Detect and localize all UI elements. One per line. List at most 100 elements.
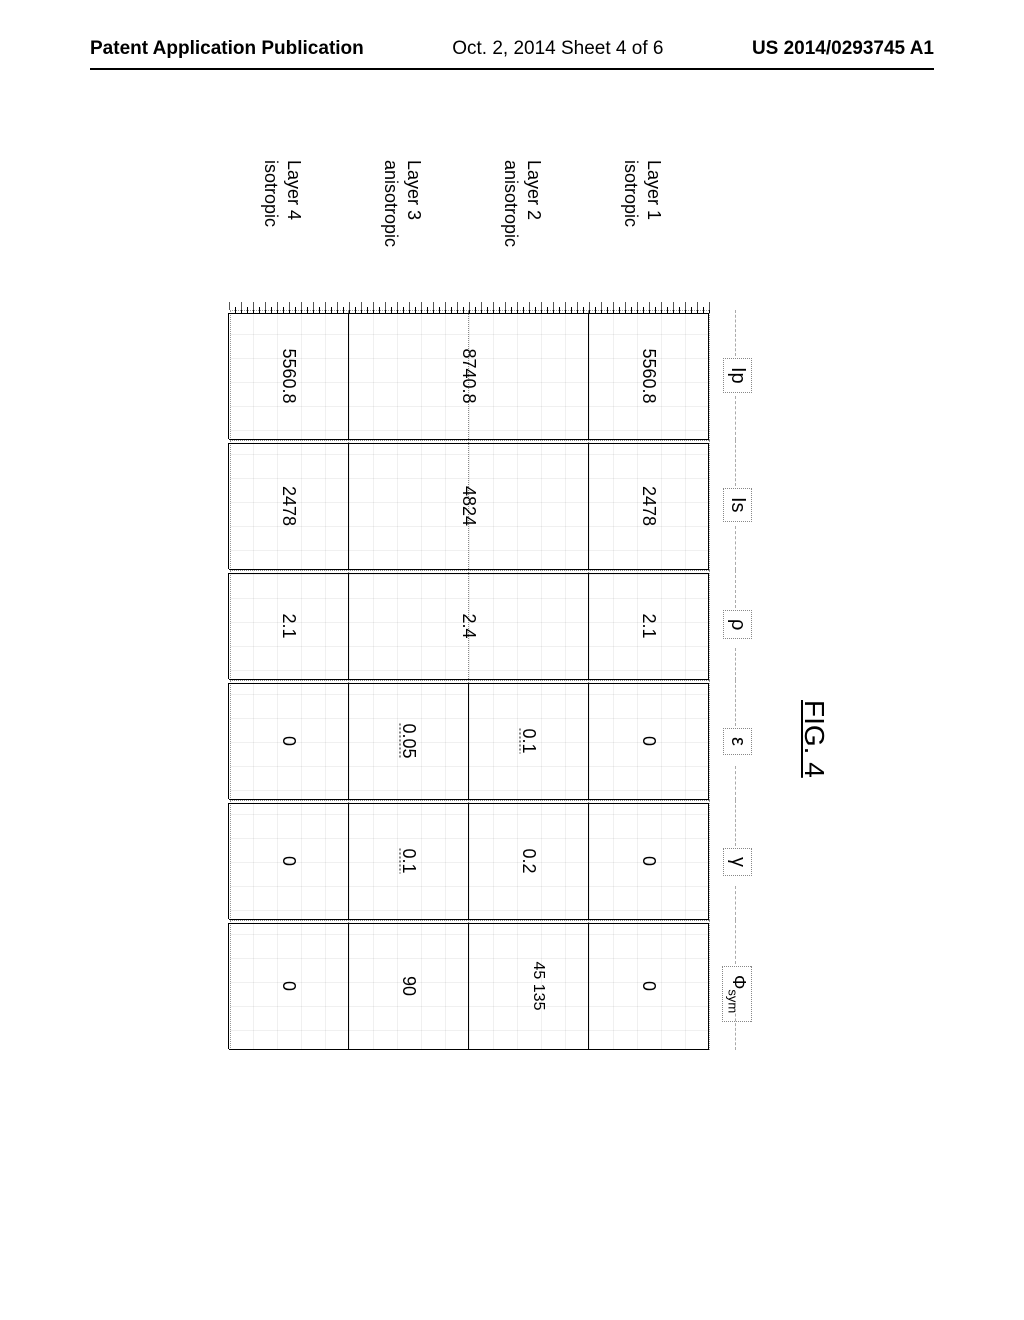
cell-value: 90 <box>398 976 419 996</box>
y-tick <box>349 302 350 310</box>
trace-h <box>588 313 589 439</box>
header-dash <box>735 680 736 726</box>
cell-value: 2.4 <box>458 613 479 638</box>
trace-v <box>229 683 709 684</box>
y-tick <box>589 302 590 310</box>
cell-value: 0.1 <box>518 728 539 753</box>
col-divider <box>230 920 710 921</box>
col-header-gam: γ <box>723 848 752 876</box>
y-tick <box>601 302 602 310</box>
col-header-row: IpIsρεγΦsym <box>710 310 760 1050</box>
header-rule <box>90 68 934 70</box>
trace-h <box>588 803 589 919</box>
col-header-eps: ε <box>723 728 752 755</box>
col-divider <box>230 570 710 571</box>
y-tick <box>409 302 410 310</box>
figure-diagram: Layer 1isotropicLayer 2anisotropicLayer … <box>220 170 760 1050</box>
y-tick <box>661 302 662 310</box>
trace-h <box>468 803 469 919</box>
y-tick <box>529 302 530 310</box>
header-dash <box>735 800 736 846</box>
y-tick <box>457 302 458 310</box>
cell-value: 0 <box>278 981 299 991</box>
y-tick <box>697 302 698 310</box>
layer-label-2: Layer 2anisotropic <box>498 160 545 247</box>
cell-value: 0 <box>638 981 659 991</box>
y-tick <box>673 302 674 310</box>
y-tick <box>361 302 362 310</box>
cell-value: 0 <box>638 856 659 866</box>
y-tick <box>469 302 470 310</box>
y-tick <box>445 302 446 310</box>
cell-value: 2.1 <box>278 613 299 638</box>
y-tick <box>397 302 398 310</box>
y-tick <box>433 302 434 310</box>
y-tick <box>613 302 614 310</box>
figure-label: FIG. 4 <box>798 700 830 778</box>
trace-v <box>229 443 709 444</box>
trace-h <box>708 443 709 569</box>
header-center: Oct. 2, 2014 Sheet 4 of 6 <box>452 38 663 60</box>
y-tick <box>277 302 278 310</box>
cell-value: 2.1 <box>638 613 659 638</box>
y-tick <box>301 302 302 310</box>
y-tick <box>709 302 710 310</box>
y-tick <box>517 302 518 310</box>
y-tick <box>637 302 638 310</box>
y-tick <box>481 302 482 310</box>
trace-v <box>229 573 709 574</box>
cell-value: 0 <box>278 736 299 746</box>
cell-value: 2478 <box>638 486 659 526</box>
trace-h <box>708 573 709 679</box>
y-tick <box>421 302 422 310</box>
trace-v <box>229 923 709 924</box>
trace-v <box>229 803 709 804</box>
header-dash <box>735 766 736 800</box>
header-dash <box>735 886 736 920</box>
cell-value: 0 <box>638 736 659 746</box>
trace-h <box>228 683 229 799</box>
trace-h <box>588 923 589 1049</box>
y-tick <box>337 302 338 310</box>
cell-value: 2478 <box>278 486 299 526</box>
y-tick <box>265 302 266 310</box>
y-tick <box>289 302 290 310</box>
y-tick <box>229 302 230 310</box>
layer-label-3: Layer 3anisotropic <box>378 160 425 247</box>
trace-h <box>348 923 349 1049</box>
header-dash <box>735 396 736 440</box>
y-tick <box>373 302 374 310</box>
col-header-lp: Ip <box>723 358 752 393</box>
trace-h <box>708 313 709 439</box>
trace-h <box>348 573 349 679</box>
page-header: Patent Application Publication Oct. 2, 2… <box>0 38 1024 60</box>
header-dash <box>735 648 736 680</box>
trace-v <box>229 1049 709 1050</box>
cell-value: 0.1 <box>398 848 419 873</box>
y-tick <box>625 302 626 310</box>
figure-rotated-container: Layer 1isotropicLayer 2anisotropicLayer … <box>40 260 940 960</box>
trace-h <box>348 803 349 919</box>
trace-h <box>468 683 469 799</box>
y-tick <box>253 302 254 310</box>
table-block: IpIsρεγΦsym 5560.88740.85560.82478482424… <box>220 310 760 1050</box>
y-tick <box>685 302 686 310</box>
trace-v <box>229 313 709 314</box>
col-header-rho: ρ <box>723 610 752 639</box>
cell-value: 5560.8 <box>278 348 299 403</box>
y-tick <box>385 302 386 310</box>
cell-value: 5560.8 <box>638 348 659 403</box>
trace-h <box>348 443 349 569</box>
y-tick <box>505 302 506 310</box>
layer-label-1: Layer 1isotropic <box>618 160 665 227</box>
y-axis-ticks <box>230 307 710 313</box>
header-dash <box>735 440 736 486</box>
header-dash <box>735 526 736 570</box>
col-divider <box>230 680 710 681</box>
y-tick <box>313 302 314 310</box>
trace-h <box>228 313 229 439</box>
y-tick <box>577 302 578 310</box>
cell-value: 0.05 <box>398 723 419 758</box>
trace-h <box>708 683 709 799</box>
header-dash <box>735 570 736 608</box>
